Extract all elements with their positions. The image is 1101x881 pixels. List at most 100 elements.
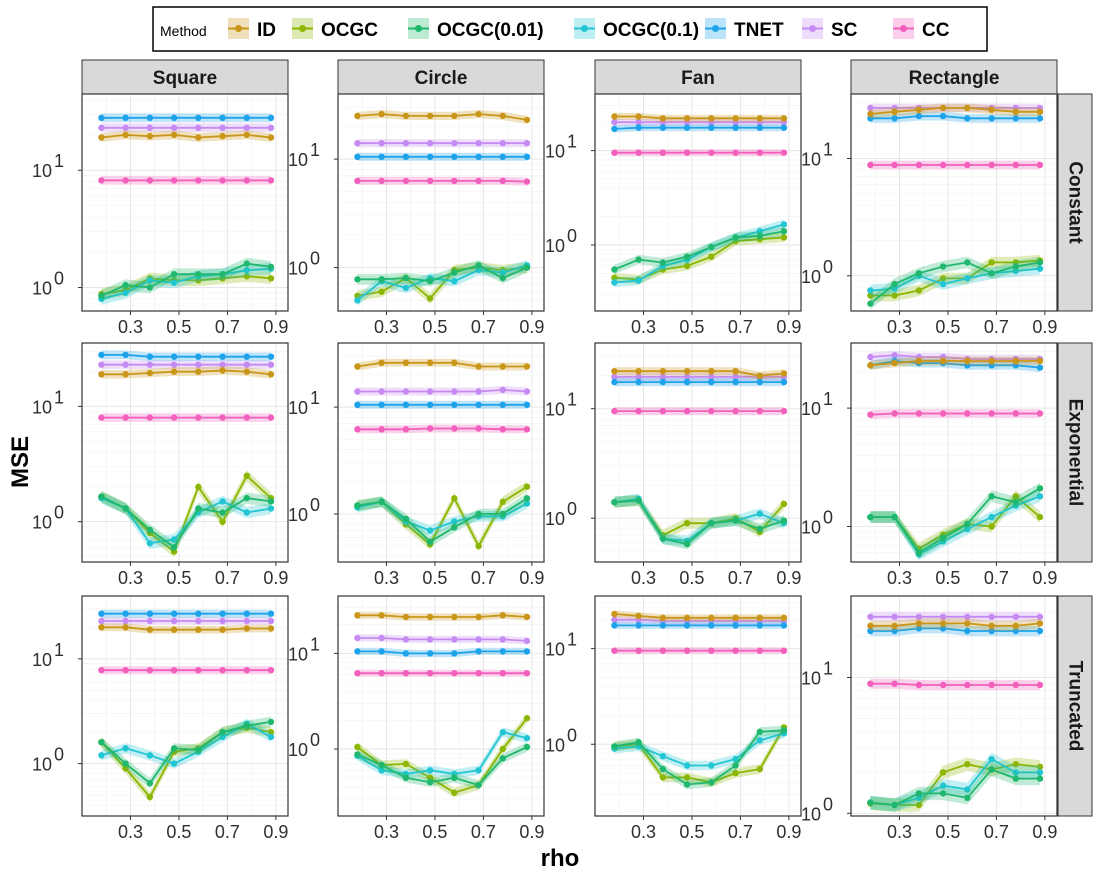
data-point <box>122 361 129 368</box>
data-point <box>98 114 105 122</box>
data-point <box>523 363 531 370</box>
data-point <box>1012 775 1019 782</box>
series-line <box>357 637 528 642</box>
data-point <box>122 114 129 122</box>
data-point <box>867 161 874 169</box>
x-tick-label: 0.9 <box>519 317 544 337</box>
series-cc <box>98 413 275 422</box>
data-point <box>915 620 923 627</box>
data-point <box>988 622 995 629</box>
confidence-band <box>870 356 1040 370</box>
series-line <box>357 746 528 787</box>
data-point <box>195 414 202 421</box>
data-point <box>523 178 531 185</box>
y-tick-label: 10 <box>288 505 308 525</box>
data-point <box>659 373 667 381</box>
data-point <box>915 106 923 114</box>
data-point <box>964 275 971 282</box>
data-point <box>402 401 410 408</box>
legend-entry-ocgc: OCGC <box>292 18 378 41</box>
data-point <box>708 622 715 629</box>
strip-exponential: Exponential <box>1057 342 1093 563</box>
data-point <box>243 114 250 122</box>
data-point <box>1012 613 1019 620</box>
data-point <box>915 270 923 277</box>
data-point <box>891 280 898 288</box>
data-point <box>1012 115 1019 122</box>
data-point <box>1012 761 1019 768</box>
y-tick-label: 10 <box>32 279 52 299</box>
legend-label: OCGC <box>321 20 378 41</box>
data-point <box>219 733 226 741</box>
data-point <box>243 617 250 625</box>
data-point <box>1036 364 1044 371</box>
series-sc <box>98 617 275 625</box>
y-tick-label: 10 <box>545 400 565 420</box>
data-point <box>939 161 947 169</box>
data-point <box>426 774 434 781</box>
series-line <box>869 261 1041 305</box>
data-point <box>867 411 874 418</box>
y-tick-exponent: 1 <box>823 389 833 409</box>
data-point <box>243 177 250 184</box>
data-point <box>122 414 129 421</box>
data-point <box>219 133 226 140</box>
confidence-band <box>357 493 527 547</box>
data-point <box>732 622 739 629</box>
confidence-band <box>357 647 527 657</box>
data-point <box>98 361 105 368</box>
data-point <box>611 647 618 654</box>
confidence-band <box>357 358 527 371</box>
data-point <box>988 613 995 620</box>
data-point <box>659 647 667 654</box>
panel-background <box>82 596 288 816</box>
data-point <box>219 124 226 131</box>
data-point <box>708 762 715 769</box>
data-point <box>195 114 202 122</box>
data-point <box>426 670 434 677</box>
data-point <box>146 114 154 122</box>
data-point <box>523 734 531 742</box>
data-point <box>426 538 434 545</box>
data-point <box>611 368 618 375</box>
strip-background <box>1057 595 1093 817</box>
data-point <box>1036 620 1044 627</box>
panel-background <box>595 94 801 311</box>
data-point <box>611 622 618 629</box>
data-point <box>354 140 361 147</box>
y-tick-exponent: 1 <box>823 140 833 160</box>
data-point <box>523 715 531 722</box>
data-point <box>170 544 178 551</box>
series-tnet <box>98 609 275 618</box>
series-line <box>357 614 528 618</box>
data-point <box>219 361 226 368</box>
data-point <box>378 426 385 433</box>
data-point <box>354 426 361 433</box>
data-point <box>708 368 715 375</box>
data-point <box>170 279 178 286</box>
data-point <box>451 524 458 531</box>
panel-series <box>867 611 1044 812</box>
data-point <box>780 124 788 131</box>
data-point <box>146 610 154 617</box>
data-point <box>267 625 275 632</box>
panel-border <box>337 595 545 817</box>
data-point <box>267 728 275 736</box>
series-line <box>356 717 528 794</box>
legend-entry-sc: SC <box>802 18 858 41</box>
data-point <box>195 177 202 184</box>
data-point <box>402 140 410 147</box>
data-point <box>1012 357 1019 365</box>
data-point <box>891 410 898 417</box>
data-point <box>523 495 531 502</box>
data-point <box>611 616 618 623</box>
data-point <box>732 647 739 654</box>
legend-title: Method <box>160 23 207 39</box>
x-axis-title: rho <box>541 845 580 872</box>
series-id <box>867 103 1044 119</box>
data-point <box>98 124 105 131</box>
series-line <box>870 360 1040 367</box>
data-point <box>964 620 971 627</box>
series-cc <box>611 149 788 157</box>
